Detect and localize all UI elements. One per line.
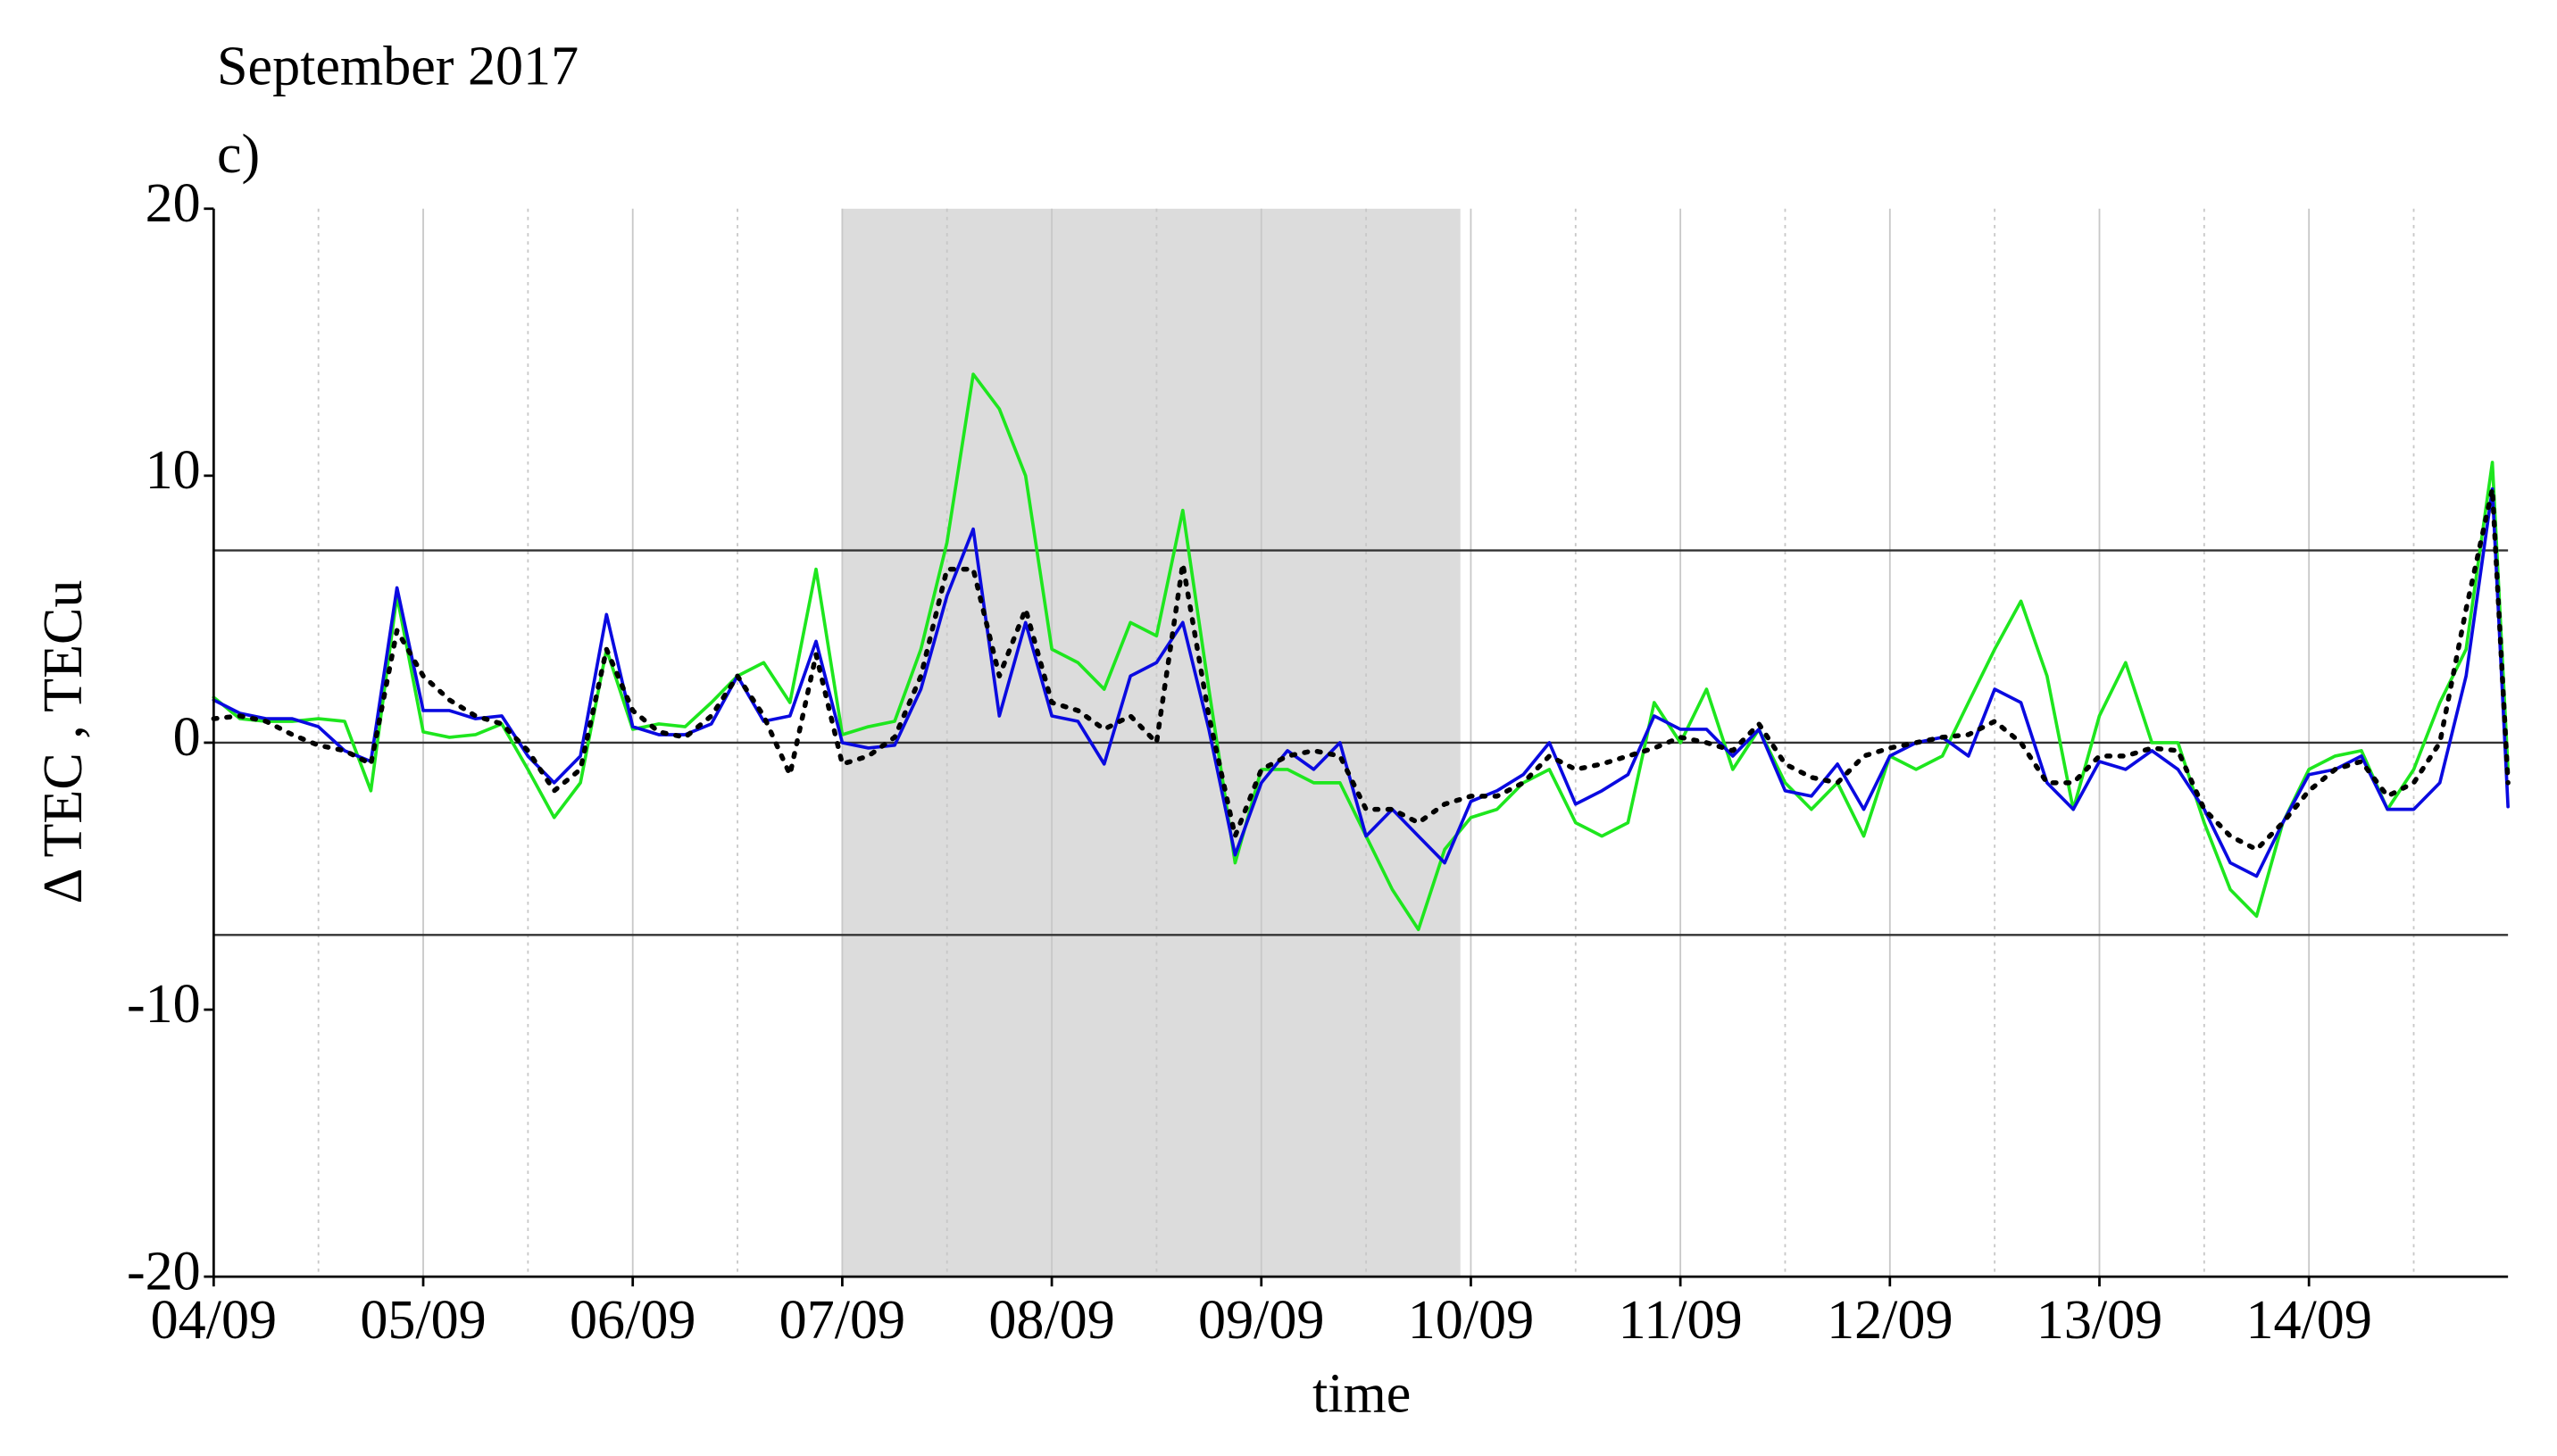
x-tick-label: 06/09 xyxy=(570,1290,695,1351)
y-tick-label: 10 xyxy=(146,440,201,501)
chart-title: September 2017 xyxy=(217,37,579,97)
x-tick-label: 10/09 xyxy=(1408,1290,1534,1351)
series-line xyxy=(211,487,2511,853)
series-line xyxy=(212,487,2510,878)
x-tick-label: 12/09 xyxy=(1827,1290,1953,1351)
y-axis-label: Δ TEC , TECu xyxy=(33,580,94,904)
x-tick-label: 05/09 xyxy=(360,1290,486,1351)
y-tick-label: -10 xyxy=(127,974,201,1035)
panel-label: c) xyxy=(217,124,260,185)
y-tick-label: 20 xyxy=(146,173,201,234)
y-tick-label: 0 xyxy=(173,707,201,768)
x-tick-label: 04/09 xyxy=(151,1290,277,1351)
x-tick-label: 11/09 xyxy=(1619,1290,1743,1351)
x-tick-label: 14/09 xyxy=(2245,1290,2371,1351)
y-tick-label: -20 xyxy=(127,1241,201,1302)
x-tick-label: 09/09 xyxy=(1198,1290,1324,1351)
x-tick-label: 07/09 xyxy=(779,1290,905,1351)
x-tick-label: 08/09 xyxy=(988,1290,1114,1351)
x-tick-label: 13/09 xyxy=(2036,1290,2162,1351)
x-axis-label: time xyxy=(1312,1363,1411,1424)
